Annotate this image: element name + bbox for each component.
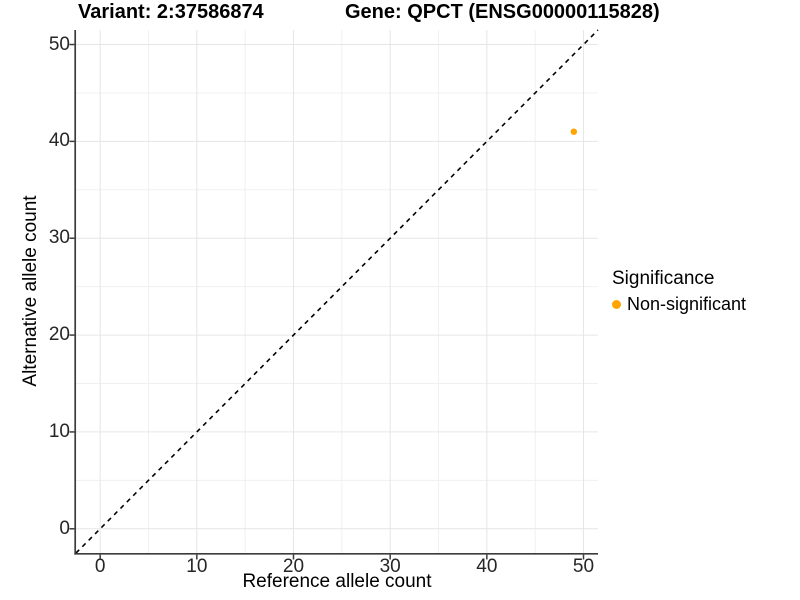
- y-tick-label-40: 40: [48, 130, 70, 152]
- y-axis-title: Alternative allele count: [20, 195, 41, 387]
- y-tick-label-0: 0: [59, 517, 70, 539]
- identity-dashed-line: [75, 29, 599, 554]
- plot-title-gene: Gene: QPCT (ENSG00000115828): [345, 1, 660, 23]
- x-tick-label-50: 50: [572, 556, 595, 577]
- x-tick-label-0: 0: [94, 556, 106, 577]
- legend-item-non-significant: Non-significant: [612, 294, 746, 315]
- x-tick-label-20: 20: [282, 556, 305, 577]
- y-tick-label-20: 20: [48, 324, 70, 346]
- y-tick-label-10: 10: [48, 420, 70, 442]
- plot-title-variant: Variant: 2:37586874: [78, 1, 264, 23]
- legend: Significance Non-significant: [612, 268, 746, 315]
- legend-title: Significance: [612, 268, 715, 289]
- y-tick-label-50: 50: [48, 33, 70, 55]
- legend-point-icon: [612, 300, 621, 309]
- x-tick-label-40: 40: [476, 556, 498, 577]
- x-tick-label-10: 10: [186, 556, 208, 577]
- x-tick-label-30: 30: [379, 556, 401, 577]
- y-tick-label-30: 30: [48, 227, 70, 249]
- x-axis-title: Reference allele count: [242, 571, 432, 592]
- data-point: [570, 128, 578, 135]
- legend-item-label: Non-significant: [627, 294, 747, 314]
